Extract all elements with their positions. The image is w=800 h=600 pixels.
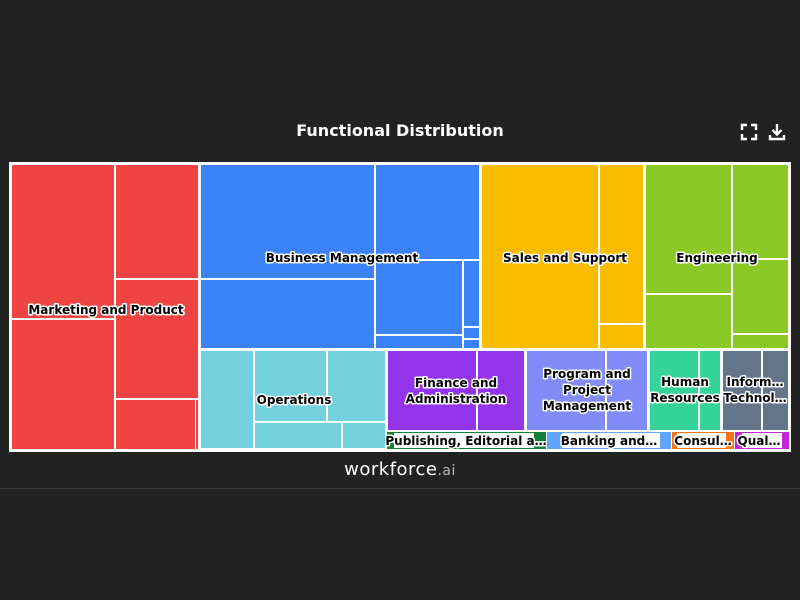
brand-suffix: .ai bbox=[437, 463, 456, 479]
treemap-label-engineering: Engineering bbox=[676, 251, 757, 265]
treemap-cell-human-resources-1[interactable] bbox=[649, 350, 699, 431]
treemap-cell-operations-2[interactable] bbox=[254, 350, 327, 422]
treemap-cell-engineering-3[interactable] bbox=[645, 294, 732, 349]
treemap-cell-engineering-4[interactable] bbox=[732, 259, 789, 334]
treemap-cell-marketing-and-product-3[interactable] bbox=[115, 279, 199, 399]
treemap-cell-business-management-6[interactable] bbox=[463, 327, 480, 339]
treemap-label-publishing-editorial-and-reporting: Publishing, Editorial a… bbox=[385, 434, 546, 448]
treemap-cell-information-technology-2[interactable] bbox=[762, 350, 789, 431]
treemap-cell-marketing-and-product-2[interactable] bbox=[115, 164, 199, 279]
treemap-cell-business-management-3[interactable] bbox=[200, 279, 375, 349]
treemap-cell-business-management-1[interactable] bbox=[200, 164, 375, 279]
treemap-cell-sales-and-support-3[interactable] bbox=[599, 324, 644, 349]
treemap-cell-marketing-and-product-6[interactable] bbox=[195, 399, 199, 450]
treemap-block-quality-assurance[interactable] bbox=[735, 432, 789, 449]
chart-title: Functional Distribution bbox=[296, 121, 504, 140]
brand-name: workforce bbox=[344, 459, 438, 480]
download-button[interactable] bbox=[767, 122, 787, 142]
fullscreen-button[interactable] bbox=[739, 122, 759, 142]
treemap-block-consulting[interactable] bbox=[672, 432, 734, 449]
treemap-label-quality-assurance: Qual… bbox=[738, 434, 781, 448]
treemap-cell-engineering-1[interactable] bbox=[645, 164, 732, 294]
treemap-cell-engineering-2[interactable] bbox=[732, 164, 789, 259]
expand-icon bbox=[740, 123, 758, 141]
treemap-outline-consulting bbox=[672, 432, 734, 449]
treemap-cell-sales-and-support-2[interactable] bbox=[599, 164, 644, 324]
treemap-label-human-resources: Human Resources bbox=[650, 375, 720, 405]
treemap-cell-program-and-project-management-2[interactable] bbox=[606, 350, 648, 431]
download-icon bbox=[768, 124, 786, 141]
treemap-cell-business-management-5[interactable] bbox=[463, 260, 480, 327]
treemap-cell-finance-and-administration-2[interactable] bbox=[477, 350, 525, 431]
treemap-label-operations: Operations bbox=[257, 393, 332, 407]
treemap-cell-engineering-5[interactable] bbox=[732, 334, 789, 349]
treemap-cell-finance-and-administration-1[interactable] bbox=[387, 350, 477, 431]
treemap-cell-marketing-and-product-5[interactable] bbox=[11, 319, 115, 450]
treemap-panel: Marketing and Product Business Management… bbox=[9, 162, 791, 452]
treemap-cell-marketing-and-product-1[interactable] bbox=[11, 164, 115, 319]
treemap-outline-publishing-editorial-and-reporting bbox=[387, 432, 546, 449]
treemap-label-banking-and-finance: Banking and… bbox=[561, 434, 657, 448]
treemap-cell-human-resources-2[interactable] bbox=[699, 350, 721, 431]
treemap-cell-operations-5[interactable] bbox=[342, 422, 386, 449]
treemap-cell-banking-and-finance-2[interactable] bbox=[659, 432, 671, 449]
treemap-label-marketing-and-product: Marketing and Product bbox=[28, 303, 184, 317]
treemap-label-business-management: Business Management bbox=[266, 251, 419, 265]
treemap-cell-quality-assurance-2[interactable] bbox=[781, 432, 789, 449]
treemap-label-finance-and-administration: Finance and Administration bbox=[406, 376, 507, 406]
treemap-outline-banking-and-finance bbox=[547, 432, 671, 449]
treemap-cell-information-technology-1[interactable] bbox=[722, 350, 762, 431]
treemap-block-publishing-editorial-and-reporting[interactable] bbox=[387, 432, 546, 449]
treemap-chart: Marketing and Product Business Management… bbox=[11, 164, 789, 450]
treemap-cell-business-management-4[interactable] bbox=[375, 260, 463, 335]
treemap-label-program-and-project-management: Program and Project Management bbox=[543, 367, 632, 413]
treemap-cell-operations-4[interactable] bbox=[254, 422, 342, 449]
treemap-cell-operations-3[interactable] bbox=[327, 350, 386, 422]
treemap-cell-program-and-project-management-1[interactable] bbox=[526, 350, 606, 431]
divider bbox=[0, 488, 800, 489]
treemap-label-sales-and-support: Sales and Support bbox=[503, 251, 627, 265]
treemap-cell-marketing-and-product-4[interactable] bbox=[115, 399, 199, 450]
treemap-cell-operations-1[interactable] bbox=[200, 350, 254, 449]
treemap-cell-sales-and-support-1[interactable] bbox=[481, 164, 599, 349]
treemap-cell-business-management-2[interactable] bbox=[375, 164, 480, 260]
treemap-cell-business-management-8[interactable] bbox=[375, 335, 463, 349]
treemap-label-consulting: Consul… bbox=[674, 434, 731, 448]
treemap-outline-quality-assurance bbox=[735, 432, 789, 449]
treemap-cell-business-management-7[interactable] bbox=[463, 339, 480, 349]
treemap-label-information-technology: Inform… Technol… bbox=[723, 375, 786, 405]
brand-logo: workforce.ai bbox=[0, 459, 800, 480]
treemap-block-banking-and-finance[interactable] bbox=[547, 432, 671, 449]
